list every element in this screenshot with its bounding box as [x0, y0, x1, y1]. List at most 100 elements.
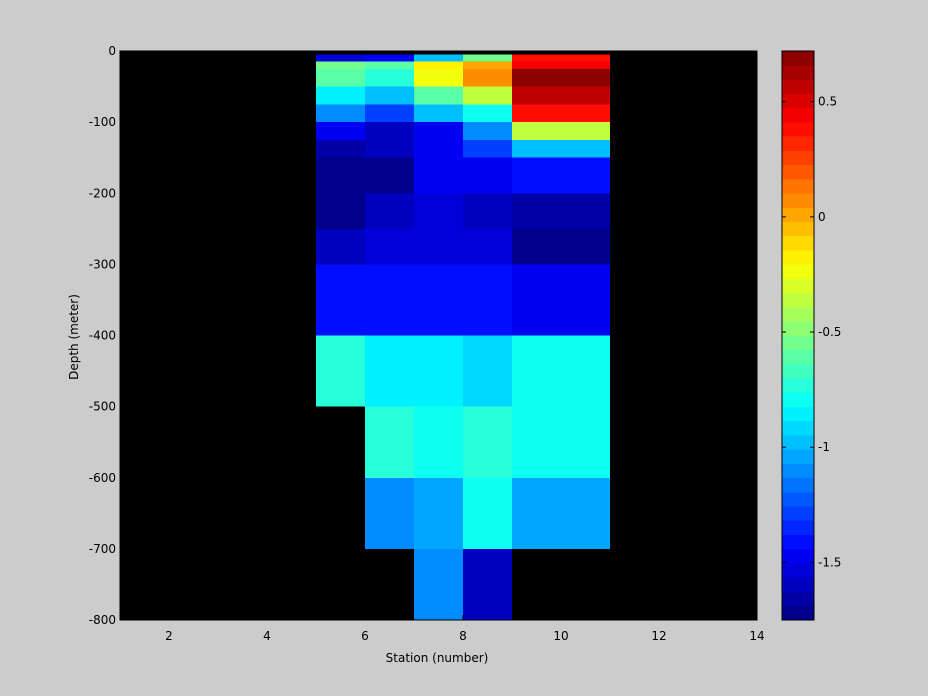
colorbar-band	[782, 278, 814, 294]
colorbar-band	[782, 179, 814, 194]
colorbar-band	[782, 563, 814, 578]
y-tick-label: -500	[89, 400, 116, 414]
colorbar-band	[782, 449, 814, 464]
colorbar-band	[782, 463, 814, 479]
heatmap-cell	[414, 139, 463, 158]
colorbar-band	[782, 292, 814, 308]
heatmap-cell	[414, 548, 463, 621]
heatmap-cell	[365, 104, 414, 123]
heatmap-cell	[316, 61, 365, 69]
colorbar-band	[782, 250, 814, 265]
colorbar-band	[782, 164, 814, 180]
colorbar-tick-label: 0	[818, 210, 826, 224]
colorbar-band	[782, 363, 814, 379]
heatmap-cell	[414, 477, 463, 549]
colorbar-band	[782, 235, 814, 251]
heatmap-cell	[316, 54, 365, 62]
colorbar-tick-label: -1	[818, 440, 830, 454]
heatmap-cell	[414, 86, 463, 105]
x-tick-label: 8	[459, 629, 467, 643]
heatmap-cell	[463, 104, 512, 123]
heatmap-cell	[316, 157, 365, 194]
colorbar-band	[782, 548, 814, 564]
x-tick-label: 4	[263, 629, 271, 643]
heatmap-cell	[463, 139, 512, 158]
x-tick-label: 12	[651, 629, 666, 643]
heatmap-cell	[316, 228, 365, 265]
colorbar-border	[781, 50, 815, 621]
colorbar-band	[782, 221, 814, 237]
heatmap-cell	[512, 104, 610, 123]
colorbar-band	[782, 193, 814, 208]
heatmap-cell	[365, 86, 414, 105]
colorbar-band	[782, 107, 814, 123]
x-tick-label: 6	[361, 629, 369, 643]
colorbar-band	[782, 378, 814, 393]
heatmap-cell	[463, 54, 512, 62]
heatmap-cell	[512, 122, 610, 140]
colorbar-band	[782, 591, 814, 607]
colorbar-band	[782, 264, 814, 279]
heatmap-cell	[365, 477, 414, 549]
heatmap-cell	[365, 193, 414, 229]
y-tick-label: -700	[89, 542, 116, 556]
colorbar-tick-label: -0.5	[818, 325, 841, 339]
heatmap-cell	[316, 122, 365, 140]
x-tick-label: 10	[553, 629, 568, 643]
y-tick-label: -800	[89, 613, 116, 627]
colorbar-band	[782, 491, 814, 507]
heatmap-cell	[512, 86, 610, 105]
colorbar-band	[782, 506, 814, 521]
y-tick-label: 0	[108, 44, 116, 58]
heatmap-cell	[316, 68, 365, 87]
heatmap-cell	[463, 193, 512, 229]
y-axis: 0 -100 -200 -300 -400 -500 -600 -700 -800	[89, 44, 125, 627]
colorbar	[781, 50, 815, 621]
heatmap-cell	[463, 61, 512, 69]
y-axis-label: Depth (meter)	[67, 294, 81, 380]
colorbar-band	[782, 79, 814, 94]
heatmap-cell	[365, 335, 463, 407]
heatmap-cell	[463, 86, 512, 105]
heatmap-cell	[512, 406, 610, 478]
heatmap-cell	[414, 193, 463, 229]
colorbar-tick-label: -1.5	[818, 555, 841, 569]
heatmap-cell	[463, 68, 512, 87]
heatmap-cell	[512, 139, 610, 158]
heatmap-cell	[365, 406, 414, 478]
colorbar-band	[782, 51, 814, 66]
heatmap-cell	[463, 406, 512, 478]
x-tick-label: 2	[165, 629, 173, 643]
colorbar-band	[782, 136, 814, 151]
colorbar-band	[782, 150, 814, 166]
x-axis: 2 4 6 8 10 12 14	[165, 615, 765, 643]
heatmap-cell	[512, 157, 610, 194]
heatmap-cell	[414, 68, 463, 87]
heatmap-cell	[365, 68, 414, 87]
colorbar-band	[782, 420, 814, 436]
colorbar-band	[782, 435, 814, 450]
heatmap-cell	[365, 157, 414, 194]
x-tick-label: 14	[749, 629, 764, 643]
colorbar-band	[782, 65, 814, 80]
colorbar-band	[782, 321, 814, 336]
colorbar-band	[782, 534, 814, 550]
x-axis-label: Station (number)	[386, 651, 489, 665]
colorbar-band	[782, 307, 814, 322]
heatmap-cell	[512, 228, 610, 265]
heatmap-cell	[512, 68, 610, 87]
heatmap-cell	[512, 193, 610, 229]
colorbar-band	[782, 477, 814, 493]
heatmap-cell	[512, 61, 610, 69]
colorbar-band	[782, 605, 814, 621]
y-tick-label: -300	[89, 257, 116, 271]
heatmap-cell	[414, 406, 463, 478]
heatmap-cell	[414, 157, 512, 194]
heatmap-cell	[463, 477, 512, 549]
heatmap-cell	[512, 335, 610, 407]
colorbar-band	[782, 577, 814, 592]
heatmap-cell	[512, 477, 610, 549]
heatmap-cell	[512, 54, 610, 62]
colorbar-band	[782, 93, 814, 109]
